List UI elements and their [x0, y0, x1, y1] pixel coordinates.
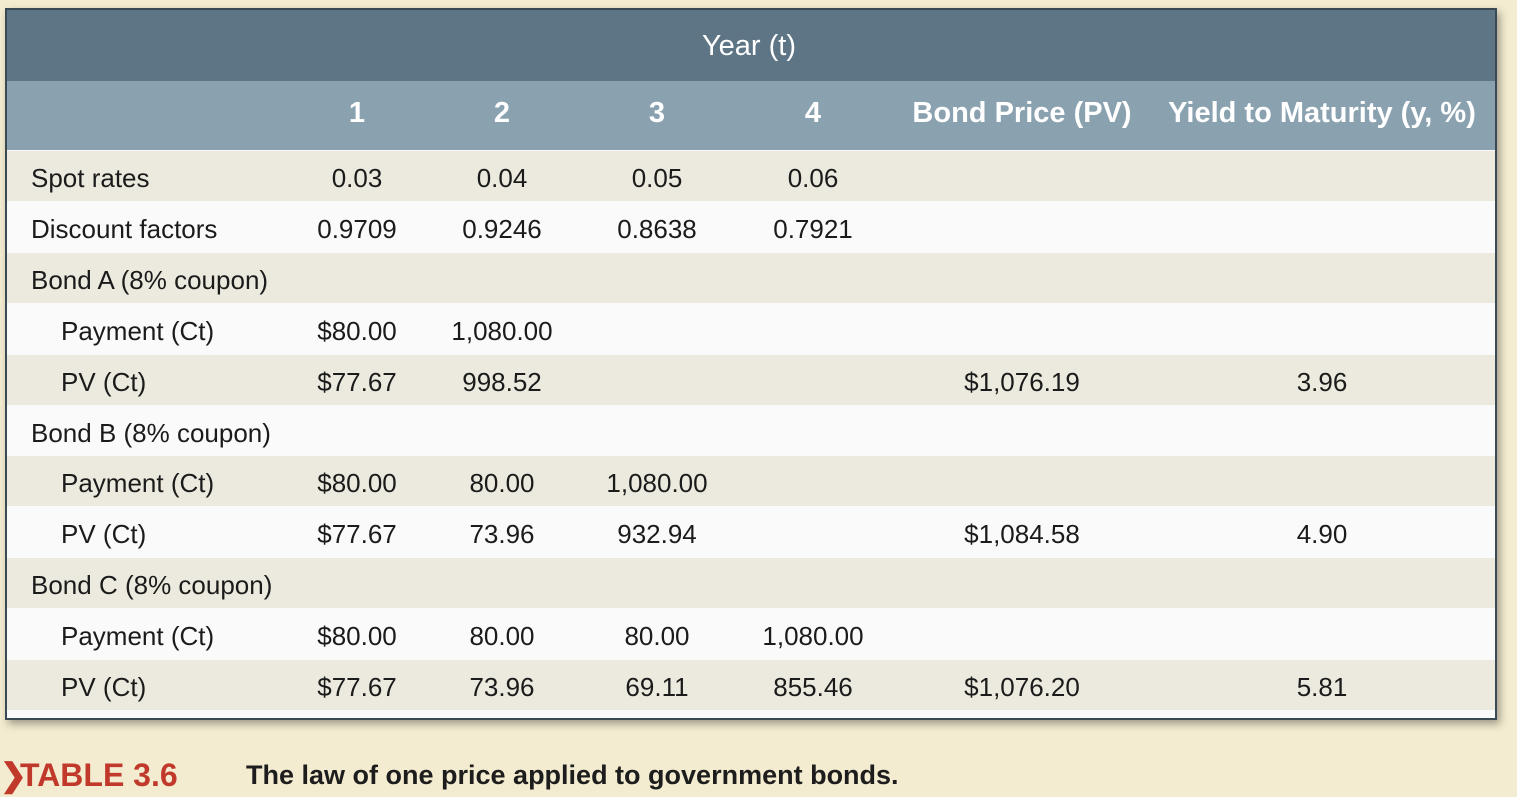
row-label: PV (Ct): [61, 366, 147, 397]
table-row: Bond C (8% coupon): [7, 558, 1495, 609]
table-cell: 0.8638: [617, 213, 697, 244]
table-cell: $1,084.58: [964, 519, 1080, 550]
table-cell: 0.06: [787, 163, 839, 193]
year-header: Year (t): [701, 30, 797, 62]
table-cell: 0.9709: [317, 213, 397, 244]
caption-marker-icon: ❯: [0, 757, 27, 793]
table-row: Discount factors 0.9709 0.9246 0.8638 0.7921: [7, 201, 1495, 252]
table-cell: 855.46: [773, 672, 853, 702]
table-cell: $80.00: [317, 468, 397, 499]
table-cell: 1,080.00: [451, 315, 553, 346]
table-header-group: Year (t): [7, 10, 1495, 81]
table-cell: 1,080.00: [606, 468, 708, 499]
bond-table: Year (t) 1 2 3 4 Bond Price (PV) Yield t…: [5, 8, 1497, 720]
table-cell: 0.7921: [773, 213, 853, 244]
table-cell: $77.67: [317, 366, 397, 397]
table-cell: 0.04: [476, 163, 528, 193]
table-cell: $77.67: [317, 672, 397, 702]
table-caption: ❯ TABLE 3.6 The law of one price applied…: [0, 757, 1000, 793]
row-label: Spot rates: [31, 163, 150, 193]
table-cell: $80.00: [317, 621, 397, 652]
table-row: PV (Ct) $77.67 73.96 932.94 $1,084.58 4.90: [7, 507, 1495, 558]
col-header-bond-price: Bond Price (PV): [912, 97, 1132, 129]
col-header-yield: Yield to Maturity (y, %): [1168, 97, 1476, 129]
table-cell: 0.05: [631, 163, 683, 193]
table-row: PV (Ct) $77.67 998.52 $1,076.19 3.96: [7, 354, 1495, 405]
table-row: Payment (Ct) $80.00 80.00 80.00 1,080.00: [7, 609, 1495, 660]
row-label: Bond C (8% coupon): [31, 570, 273, 601]
table-row: Bond B (8% coupon): [7, 405, 1495, 456]
col-header-1: 1: [348, 97, 366, 129]
table-cell: 73.96: [469, 672, 535, 702]
table-cell: 932.94: [617, 519, 697, 550]
table-cell: 0.9246: [462, 213, 542, 244]
table-cell: 80.00: [469, 468, 535, 499]
row-label: Payment (Ct): [61, 621, 215, 652]
table-row: Payment (Ct) $80.00 1,080.00: [7, 303, 1495, 354]
table-cell: 3.96: [1296, 366, 1348, 397]
table-cell: 1,080.00: [762, 621, 864, 652]
table-row: Bond A (8% coupon): [7, 252, 1495, 303]
table-cell: $77.67: [317, 519, 397, 550]
table-row: PV (Ct) $77.67 73.96 69.11 855.46 $1,076.20 5.…: [7, 660, 1495, 710]
row-label: Discount factors: [31, 213, 218, 244]
row-label: PV (Ct): [61, 672, 147, 702]
col-header-3: 3: [648, 97, 666, 129]
col-header-2: 2: [493, 97, 511, 129]
table-cell: 998.52: [462, 366, 542, 397]
row-label: Bond B (8% coupon): [31, 417, 271, 448]
row-label: Payment (Ct): [61, 468, 215, 499]
row-label: Bond A (8% coupon): [31, 264, 269, 295]
table-cell: 69.11: [625, 672, 689, 702]
table-row: Spot rates 0.03 0.04 0.05 0.06: [7, 151, 1495, 201]
table-cell: 0.03: [331, 163, 383, 193]
table-cell: $80.00: [317, 315, 397, 346]
row-label: Payment (Ct): [61, 315, 215, 346]
table-cell: 73.96: [469, 519, 535, 550]
table-row: Payment (Ct) $80.00 80.00 1,080.00: [7, 456, 1495, 507]
table-number: TABLE 3.6: [20, 757, 178, 793]
table-cell: $1,076.19: [964, 366, 1080, 397]
table-cell: $1,076.20: [964, 672, 1080, 702]
table-cell: 80.00: [469, 621, 535, 652]
col-header-4: 4: [804, 97, 822, 129]
row-label: PV (Ct): [61, 519, 147, 550]
table-header-columns: 1 2 3 4 Bond Price (PV) Yield to Maturit…: [7, 81, 1495, 150]
table-cell: 4.90: [1296, 519, 1348, 550]
table-cell: 5.81: [1296, 672, 1348, 702]
table-cell: 80.00: [624, 621, 690, 652]
table-title: The law of one price applied to governme…: [246, 760, 899, 790]
